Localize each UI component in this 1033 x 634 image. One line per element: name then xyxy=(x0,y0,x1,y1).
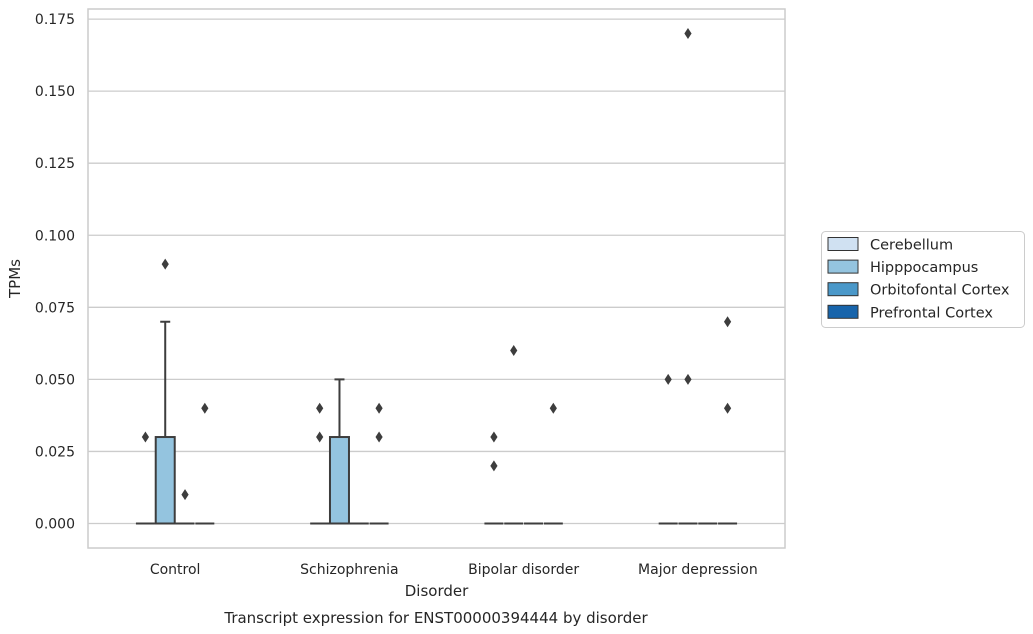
box xyxy=(154,436,176,525)
box-group xyxy=(484,431,504,525)
box-group xyxy=(135,431,155,525)
outlier-point xyxy=(684,28,692,39)
outlier-point xyxy=(684,373,692,385)
x-tick-labels: Control Schizophrenia Bipolar disorder Majo… xyxy=(150,562,758,578)
legend-frame xyxy=(821,231,1025,328)
outlier-point xyxy=(549,402,557,414)
outlier-point xyxy=(375,431,383,443)
box-group xyxy=(369,402,389,525)
outlier-point xyxy=(723,402,732,414)
outlier-point xyxy=(316,431,324,443)
y-axis-label: TPMs xyxy=(6,259,24,299)
y-tick-label: 0.075 xyxy=(35,300,75,316)
box-plots xyxy=(135,28,738,525)
outlier-point xyxy=(664,373,672,385)
y-tick-labels: 0.000 0.025 0.050 0.075 0.100 0.125 0.150 0.175 xyxy=(35,12,75,532)
box-group xyxy=(678,28,698,525)
outlier-point xyxy=(316,402,324,414)
grid-lines xyxy=(88,18,785,525)
legend-label: Hipppocampus xyxy=(870,260,978,276)
box-group xyxy=(310,402,330,525)
legend-swatch xyxy=(827,282,859,297)
y-tick-label: 0.050 xyxy=(35,372,75,388)
x-tick-label: Schizophrenia xyxy=(300,562,398,578)
box-group xyxy=(328,378,350,525)
legend-label: Cerebellum xyxy=(870,238,953,254)
box xyxy=(328,436,350,525)
y-tick-label: 0.025 xyxy=(35,444,75,460)
outlier-point xyxy=(141,431,150,443)
y-tick-label: 0.175 xyxy=(35,12,75,28)
outlier-point xyxy=(490,431,498,443)
box-group xyxy=(154,258,176,525)
legend-swatch xyxy=(827,237,859,251)
y-tick-label: 0.000 xyxy=(35,517,75,533)
legend: Cerebellum Hipppocampus Orbitofontal Corte… xyxy=(821,231,1025,328)
outlier-point xyxy=(181,489,189,501)
legend-label: Orbitofontal Cortex xyxy=(870,283,1010,299)
plot-frame xyxy=(87,8,786,549)
x-axis-label: Disorder xyxy=(405,582,469,600)
legend-swatch xyxy=(827,259,859,274)
x-tick-label: Major depression xyxy=(638,562,758,578)
outlier-point xyxy=(490,460,498,472)
box-group xyxy=(718,316,738,525)
y-tick-label: 0.150 xyxy=(35,84,75,100)
box-group xyxy=(175,489,195,525)
outlier-point xyxy=(510,345,518,357)
box-group xyxy=(658,373,678,525)
x-tick-label: Bipolar disorder xyxy=(468,562,579,578)
x-tick-label: Control xyxy=(150,562,201,578)
chart-caption: Transcript expression for ENST0000039444… xyxy=(223,609,648,627)
box-group xyxy=(543,402,563,525)
box-group xyxy=(195,402,215,525)
legend-swatch xyxy=(827,304,859,319)
y-tick-label: 0.100 xyxy=(35,228,75,244)
outlier-point xyxy=(201,402,209,414)
box-group xyxy=(504,345,524,525)
y-tick-label: 0.125 xyxy=(35,156,75,172)
outlier-point xyxy=(723,316,732,328)
outlier-point xyxy=(161,258,169,270)
outlier-point xyxy=(375,402,383,414)
legend-label: Prefrontal Cortex xyxy=(870,305,993,321)
